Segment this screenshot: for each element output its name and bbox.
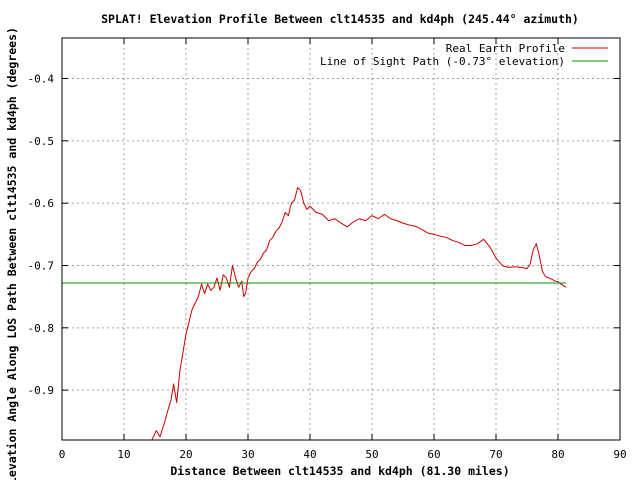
x-tick-label: 20 [179, 448, 192, 461]
x-tick-label: 70 [489, 448, 502, 461]
x-tick-label: 50 [365, 448, 378, 461]
axis-ticks: 0 10 20 30 40 50 60 70 80 90 -0.4 -0.5 -0.6 -0.7 -0.8 -… [28, 38, 627, 461]
chart-title: SPLAT! Elevation Profile Between clt1453… [101, 12, 579, 26]
series-layer [62, 187, 567, 440]
series-real-earth-profile-line [151, 187, 567, 440]
x-tick-label: 80 [551, 448, 564, 461]
x-tick-label: 0 [59, 448, 66, 461]
x-tick-label: 40 [303, 448, 316, 461]
y-axis-label: Elevation Angle Along LOS Path Between c… [5, 27, 19, 480]
x-tick-label: 30 [241, 448, 254, 461]
x-tick-label: 90 [613, 448, 626, 461]
x-axis-label: Distance Between clt14535 and kd4ph (81.… [170, 464, 509, 478]
y-tick-label: -0.7 [28, 259, 55, 272]
x-tick-label: 10 [117, 448, 130, 461]
legend-label-line-of-sight-path: Line of Sight Path (-0.73° elevation) [320, 55, 565, 68]
legend-label-real-earth-profile: Real Earth Profile [446, 42, 565, 55]
y-tick-label: -0.6 [28, 197, 55, 210]
y-tick-label: -0.8 [28, 322, 55, 335]
y-tick-label: -0.5 [28, 135, 55, 148]
grid-lines [62, 38, 620, 440]
legend: Real Earth Profile Line of Sight Path (-… [320, 42, 608, 68]
y-tick-label: -0.9 [28, 384, 55, 397]
y-tick-label: -0.4 [28, 73, 55, 86]
plot-border [61, 37, 621, 441]
x-tick-label: 60 [427, 448, 440, 461]
